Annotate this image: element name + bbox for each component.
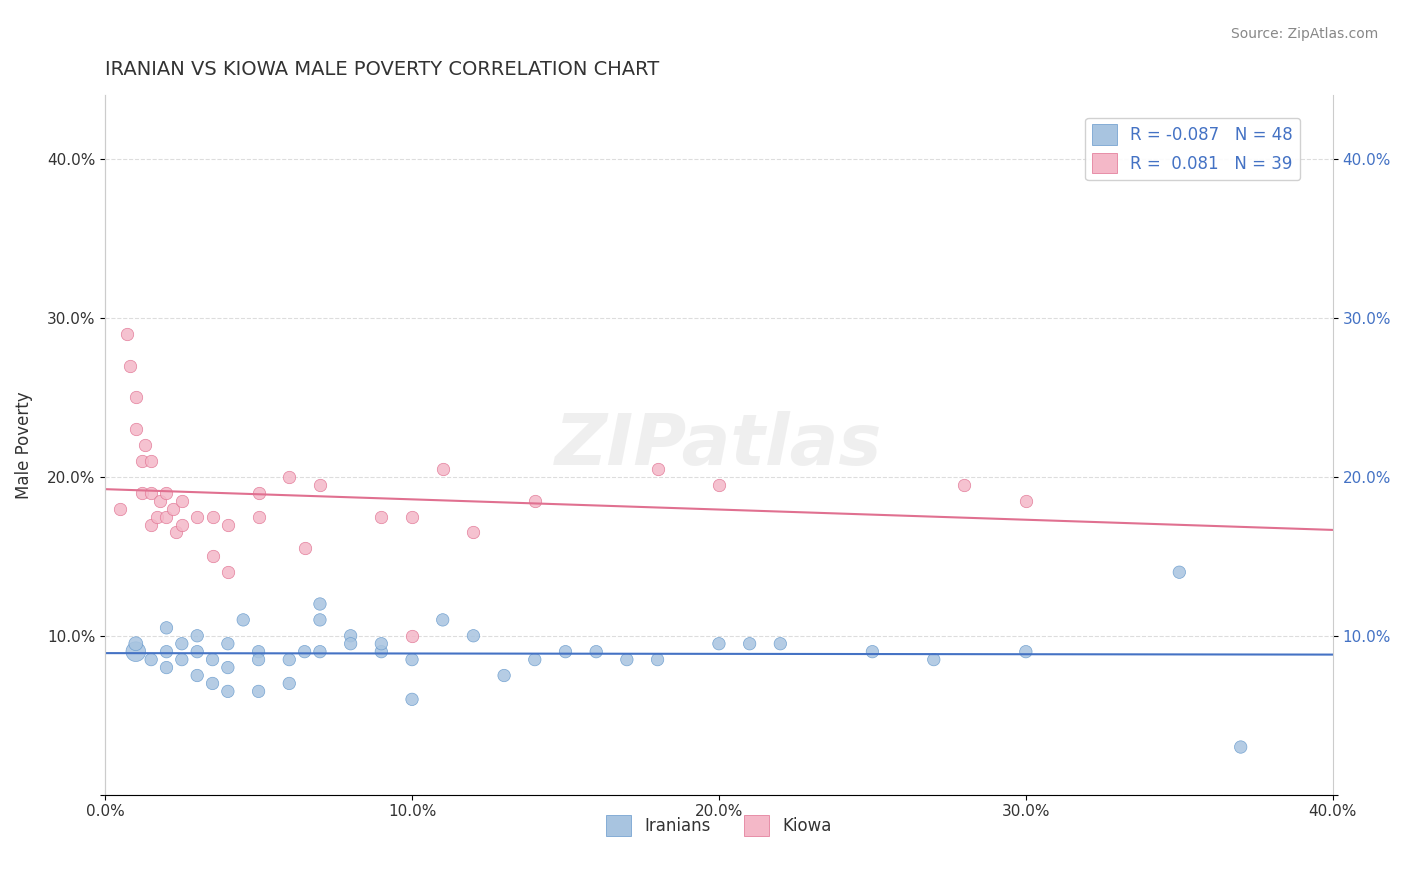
Point [165,525,187,540]
Point [1015,493,1038,508]
Point [585,645,607,659]
Point [217,637,239,651]
Point [201,652,224,666]
Point [707,477,730,491]
Point [131,454,153,468]
Point [125,637,148,651]
Point [523,652,546,666]
Point [217,684,239,698]
Legend: Iranians, Kiowa: Iranians, Kiowa [599,809,838,842]
Point [554,645,576,659]
Point [278,652,301,666]
Point [860,645,883,659]
Point [370,509,392,524]
Point [523,493,546,508]
Point [370,637,392,651]
Point [463,525,485,540]
Point [401,509,423,524]
Point [146,509,169,524]
Point [294,645,316,659]
Point [370,645,392,659]
Point [494,668,516,682]
Point [401,692,423,706]
Point [217,660,239,674]
Point [339,637,361,651]
Y-axis label: Male Poverty: Male Poverty [15,392,32,499]
Point [155,645,177,659]
Text: IRANIAN VS KIOWA MALE POVERTY CORRELATION CHART: IRANIAN VS KIOWA MALE POVERTY CORRELATIO… [105,60,659,78]
Point [339,629,361,643]
Point [707,637,730,651]
Point [155,485,177,500]
Point [131,485,153,500]
Point [232,613,254,627]
Point [738,637,761,651]
Point [162,501,184,516]
Point [922,652,945,666]
Point [155,509,177,524]
Point [141,517,163,532]
Point [432,613,454,627]
Point [247,652,270,666]
Point [309,597,332,611]
Point [201,509,224,524]
Point [647,652,669,666]
Point [201,549,224,564]
Point [401,629,423,643]
Point [201,676,224,690]
Point [247,485,270,500]
Point [149,493,172,508]
Point [1168,565,1191,579]
Point [170,493,193,508]
Point [186,509,208,524]
Point [110,501,132,516]
Point [647,462,669,476]
Point [170,652,193,666]
Point [155,621,177,635]
Point [141,652,163,666]
Point [278,676,301,690]
Point [125,391,148,405]
Point [134,438,156,452]
Point [125,645,148,659]
Point [294,541,316,556]
Point [309,477,332,491]
Point [401,652,423,666]
Point [1015,645,1038,659]
Point [953,477,976,491]
Point [1229,739,1251,754]
Point [247,509,270,524]
Point [186,668,208,682]
Point [432,462,454,476]
Point [186,629,208,643]
Text: Source: ZipAtlas.com: Source: ZipAtlas.com [1230,27,1378,41]
Point [186,645,208,659]
Point [170,517,193,532]
Point [247,684,270,698]
Point [217,517,239,532]
Point [115,326,138,341]
Point [309,613,332,627]
Point [118,359,141,373]
Point [125,422,148,436]
Point [141,485,163,500]
Point [278,470,301,484]
Point [616,652,638,666]
Point [769,637,792,651]
Point [170,637,193,651]
Point [155,660,177,674]
Point [463,629,485,643]
Text: ZIPatlas: ZIPatlas [555,410,883,480]
Point [217,565,239,579]
Point [141,454,163,468]
Point [247,645,270,659]
Point [309,645,332,659]
